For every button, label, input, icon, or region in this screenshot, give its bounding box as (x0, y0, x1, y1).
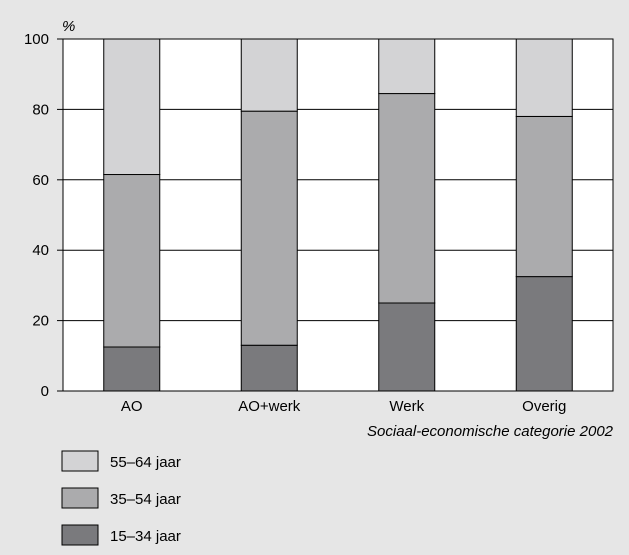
legend-label: 15–34 jaar (110, 528, 181, 545)
bar-segment (103, 38, 161, 176)
y-axis-ticks: 0 20 40 60 80 100 (24, 31, 63, 400)
x-tick-label: AO (121, 398, 143, 415)
x-tick-label: AO+werk (238, 398, 301, 415)
x-axis-ticks: AO AO+werk Werk Overig (121, 398, 566, 415)
legend-swatch (61, 487, 99, 509)
legend-label: 55–64 jaar (110, 454, 181, 471)
bar-segment (515, 115, 573, 278)
y-tick-label: 40 (32, 242, 49, 259)
bar-segment (240, 110, 298, 346)
legend-label: 35–54 jaar (110, 491, 181, 508)
bars (103, 38, 573, 392)
bar-segment (515, 276, 573, 392)
bar-segment (103, 174, 161, 348)
bar-segment (240, 344, 298, 392)
bar-segment (515, 38, 573, 117)
legend: 55–64 jaar 35–54 jaar 15–34 jaar (61, 450, 181, 546)
legend-swatch (61, 450, 99, 472)
y-tick-label: 20 (32, 313, 49, 330)
bar-segment (378, 38, 436, 95)
y-tick-label: 0 (41, 383, 49, 400)
bar-segment (103, 346, 161, 392)
y-tick-label: 60 (32, 172, 49, 189)
bar-segment (378, 302, 436, 392)
bar-segment (240, 38, 298, 112)
x-axis-title: Sociaal-economische categorie 2002 (367, 423, 614, 440)
y-tick-label: 100 (24, 31, 49, 48)
x-tick-label: Overig (522, 398, 566, 415)
bar-segment (378, 93, 436, 304)
y-axis-title: % (62, 18, 75, 35)
x-tick-label: Werk (389, 398, 424, 415)
legend-swatch (61, 524, 99, 546)
y-tick-label: 80 (32, 101, 49, 118)
